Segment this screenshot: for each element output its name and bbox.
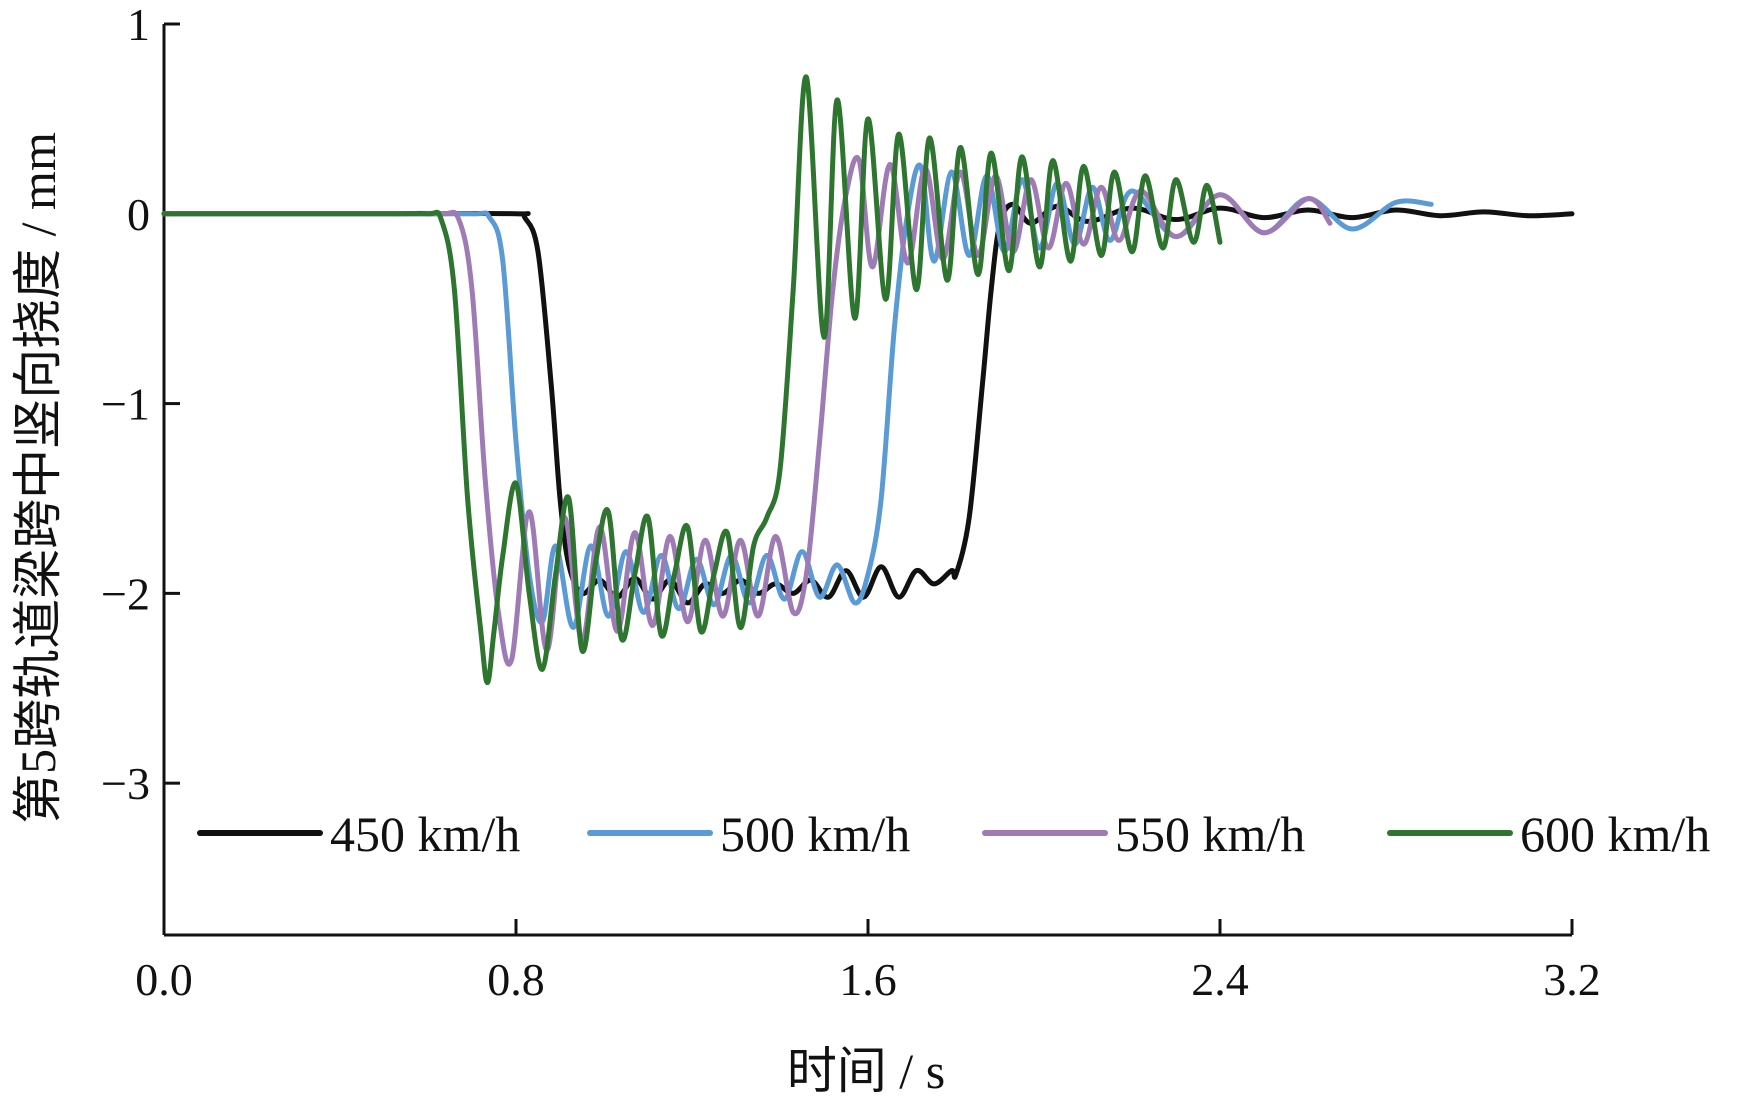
legend: 450 km/h 500 km/h 550 km/h 600 km/h [197, 806, 1710, 862]
y-tick-label: −1 [101, 379, 150, 430]
x-tick-label: 1.6 [839, 954, 897, 1005]
plot-area: 0.0 0.8 1.6 2.4 3.2 1 0 −1 −2 −3 [101, 0, 1601, 1005]
x-tick-label: 0.0 [135, 954, 193, 1005]
legend-label-2: 500 km/h [720, 806, 910, 862]
series-group [161, 74, 1575, 686]
x-tick-label: 0.8 [487, 954, 545, 1005]
x-tick-label: 3.2 [1543, 954, 1601, 1005]
legend-label-4: 600 km/h [1520, 806, 1710, 862]
y-tick-label: −2 [101, 568, 150, 619]
y-tick-label: −3 [101, 758, 150, 809]
series-line-1 [161, 201, 1575, 606]
x-tick-label: 2.4 [1191, 954, 1249, 1005]
x-axis-title: 时间 / s [787, 1043, 945, 1098]
legend-label-1: 450 km/h [330, 806, 520, 862]
y-ticks: 1 0 −1 −2 −3 [101, 0, 180, 809]
legend-label-3: 550 km/h [1115, 806, 1305, 862]
y-tick-label: 0 [127, 189, 150, 240]
y-axis-title: 第5跨轨道梁跨中竖向挠度 / mm [10, 132, 66, 824]
y-tick-label: 1 [127, 0, 150, 50]
series-line-4 [161, 74, 1223, 686]
x-ticks: 0.0 0.8 1.6 2.4 3.2 [135, 919, 1601, 1005]
